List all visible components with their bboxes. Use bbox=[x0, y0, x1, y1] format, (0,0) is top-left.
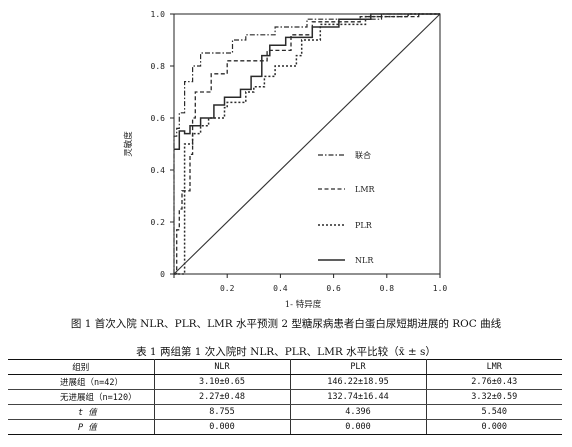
x-axis-label: 1- 特异度 bbox=[285, 299, 322, 310]
row-label: 无进展组（n=120） bbox=[8, 389, 155, 405]
y-axis-label: 灵敏度 bbox=[123, 131, 134, 157]
row-label: P 值 bbox=[8, 419, 155, 435]
y-tick-label: 0.4 bbox=[151, 166, 166, 175]
header-nlr: NLR bbox=[154, 359, 291, 375]
cell-nlr: 3.10±0.65 bbox=[154, 374, 291, 390]
x-tick-label: 0.8 bbox=[380, 284, 395, 293]
cell-plr: 132.74±16.44 bbox=[290, 389, 427, 405]
cell-nlr: 2.27±0.48 bbox=[154, 389, 291, 405]
x-tick-label: 1.0 bbox=[433, 284, 448, 293]
header-group: 组别 bbox=[8, 359, 155, 375]
y-tick-label: 0 bbox=[160, 270, 165, 279]
cell-nlr: 0.000 bbox=[154, 419, 291, 435]
series-line bbox=[174, 13, 440, 275]
legend-label: NLR bbox=[355, 256, 374, 265]
comparison-table: 组别 NLR PLR LMR 进展组（n=42） 3.10±0.65 146.2… bbox=[8, 359, 562, 435]
legend-label: LMR bbox=[355, 185, 376, 194]
chart-legend: 联合 LMR PLR NLR bbox=[318, 150, 376, 265]
reference-line bbox=[173, 13, 441, 275]
y-tick-label: 0.8 bbox=[151, 62, 166, 71]
series-line bbox=[173, 13, 440, 274]
x-tick-label: 0.2 bbox=[220, 284, 235, 293]
x-tick-label: 0.4 bbox=[273, 284, 288, 293]
table-row: 进展组（n=42） 3.10±0.65 146.22±18.95 2.76±0.… bbox=[8, 374, 562, 390]
table-header-row: 组别 NLR PLR LMR bbox=[8, 359, 562, 375]
cell-nlr: 8.755 bbox=[154, 404, 291, 420]
x-tick-label: 0.6 bbox=[326, 284, 341, 293]
y-tick-label: 0.6 bbox=[151, 114, 166, 123]
header-lmr: LMR bbox=[426, 359, 562, 375]
table-row: P 值 0.000 0.000 0.000 bbox=[8, 419, 562, 435]
table-row: 无进展组（n=120） 2.27±0.48 132.74±16.44 3.32±… bbox=[8, 389, 562, 405]
legend-label: 联合 bbox=[355, 150, 371, 160]
cell-plr: 0.000 bbox=[290, 419, 427, 435]
chart-axes: 0 0.2 0.2 0.4 0.4 0.6 0.6 0.8 0.8 1.0 1.0 1- 特异度 灵敏度 bbox=[123, 10, 447, 310]
y-tick-label: 1.0 bbox=[151, 10, 166, 19]
cell-plr: 4.396 bbox=[290, 404, 427, 420]
cell-plr: 146.22±18.95 bbox=[290, 374, 427, 390]
row-label: t 值 bbox=[8, 404, 155, 420]
chart-plot-area bbox=[173, 13, 441, 275]
figure-caption: 图 1 首次入院 NLR、PLR、LMR 水平预测 2 型糖尿病患者白蛋白尿短期… bbox=[70, 318, 502, 330]
cell-lmr: 3.32±0.59 bbox=[426, 389, 562, 405]
table-title: 表 1 两组第 1 次入院时 NLR、PLR、LMR 水平比较（x̄ ± s） bbox=[136, 346, 436, 358]
cell-lmr: 0.000 bbox=[426, 419, 562, 435]
roc-chart: 0 0.2 0.2 0.4 0.4 0.6 0.6 0.8 0.8 1.0 1.0 1- 特异度 灵敏度… bbox=[123, 10, 447, 310]
legend-label: PLR bbox=[355, 221, 373, 230]
table-row: t 值 8.755 4.396 5.540 bbox=[8, 404, 562, 420]
series-line bbox=[174, 13, 440, 150]
row-label: 进展组（n=42） bbox=[8, 374, 155, 390]
cell-lmr: 5.540 bbox=[426, 404, 562, 420]
cell-lmr: 2.76±0.43 bbox=[426, 374, 562, 390]
y-tick-label: 0.2 bbox=[151, 218, 166, 227]
header-plr: PLR bbox=[290, 359, 427, 375]
